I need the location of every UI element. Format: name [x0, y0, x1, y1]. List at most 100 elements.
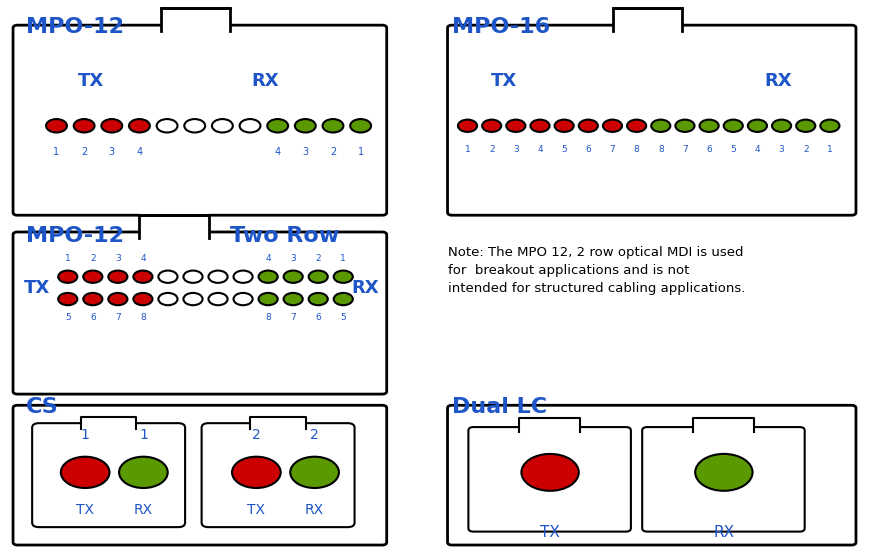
Text: 4: 4: [140, 254, 146, 263]
Text: 7: 7: [609, 145, 615, 154]
Circle shape: [350, 119, 371, 132]
Text: 6: 6: [586, 145, 591, 154]
Text: 1: 1: [465, 145, 470, 154]
Circle shape: [232, 457, 281, 488]
Circle shape: [695, 454, 753, 491]
Text: 6: 6: [706, 145, 712, 154]
Text: TX: TX: [541, 525, 560, 541]
Text: TX: TX: [491, 72, 517, 90]
Text: TX: TX: [24, 279, 50, 297]
Circle shape: [820, 120, 839, 132]
Circle shape: [183, 293, 202, 305]
FancyBboxPatch shape: [448, 25, 856, 215]
Text: 3: 3: [290, 254, 296, 263]
Text: 5: 5: [65, 313, 70, 322]
Circle shape: [58, 293, 77, 305]
Text: Note: The MPO 12, 2 row optical MDI is used
for  breakout applications and is no: Note: The MPO 12, 2 row optical MDI is u…: [448, 246, 745, 295]
Text: 3: 3: [513, 145, 519, 154]
Circle shape: [283, 293, 302, 305]
Circle shape: [700, 120, 719, 132]
Circle shape: [102, 119, 123, 132]
Circle shape: [521, 454, 579, 491]
Circle shape: [322, 119, 343, 132]
FancyBboxPatch shape: [448, 405, 856, 545]
Circle shape: [554, 120, 574, 132]
Circle shape: [334, 271, 353, 283]
Circle shape: [259, 293, 278, 305]
Text: RX: RX: [251, 72, 279, 90]
Text: 7: 7: [115, 313, 121, 322]
Bar: [161, 3, 230, 31]
Circle shape: [83, 293, 103, 305]
Circle shape: [58, 271, 77, 283]
Circle shape: [603, 120, 622, 132]
Text: Two Row: Two Row: [230, 226, 340, 247]
Circle shape: [156, 119, 177, 132]
Circle shape: [651, 120, 670, 132]
Circle shape: [627, 120, 647, 132]
Circle shape: [458, 120, 477, 132]
Circle shape: [234, 271, 253, 283]
Bar: [250, 413, 306, 430]
Circle shape: [158, 271, 177, 283]
Text: 6: 6: [315, 313, 321, 322]
Text: RX: RX: [713, 525, 734, 541]
Circle shape: [158, 293, 177, 305]
Bar: [613, 3, 682, 31]
Text: 4: 4: [275, 147, 281, 157]
Text: MPO-12: MPO-12: [26, 17, 124, 37]
FancyBboxPatch shape: [642, 427, 805, 532]
Text: 3: 3: [302, 147, 308, 157]
Text: 1: 1: [139, 428, 148, 442]
Text: 1: 1: [53, 147, 60, 157]
Text: RX: RX: [764, 72, 792, 90]
Text: 3: 3: [115, 254, 121, 263]
Text: 2: 2: [330, 147, 336, 157]
Text: 2: 2: [803, 145, 808, 154]
Circle shape: [83, 271, 103, 283]
Text: 4: 4: [265, 254, 271, 263]
Circle shape: [507, 120, 526, 132]
Text: 6: 6: [90, 313, 96, 322]
Circle shape: [240, 119, 261, 132]
Bar: [520, 414, 580, 433]
Text: MPO-16: MPO-16: [452, 17, 550, 37]
Circle shape: [133, 271, 152, 283]
Text: Dual LC: Dual LC: [452, 397, 547, 417]
FancyBboxPatch shape: [13, 405, 387, 545]
FancyBboxPatch shape: [13, 25, 387, 215]
Text: 4: 4: [136, 147, 143, 157]
Text: 3: 3: [109, 147, 115, 157]
Text: 1: 1: [81, 428, 90, 442]
Bar: [139, 210, 209, 238]
Circle shape: [334, 293, 353, 305]
Circle shape: [212, 119, 233, 132]
Circle shape: [748, 120, 767, 132]
Text: 1: 1: [65, 254, 70, 263]
Text: CS: CS: [26, 397, 59, 417]
Text: 2: 2: [310, 428, 319, 442]
Circle shape: [530, 120, 549, 132]
Circle shape: [133, 293, 152, 305]
Circle shape: [129, 119, 149, 132]
Text: 2: 2: [489, 145, 494, 154]
Circle shape: [268, 119, 289, 132]
Text: RX: RX: [305, 503, 324, 517]
Circle shape: [109, 271, 128, 283]
Text: 4: 4: [754, 145, 760, 154]
FancyBboxPatch shape: [202, 423, 355, 527]
Text: 1: 1: [827, 145, 833, 154]
Text: 8: 8: [140, 313, 146, 322]
Text: 1: 1: [341, 254, 346, 263]
Text: 3: 3: [779, 145, 785, 154]
Circle shape: [61, 457, 109, 488]
Text: 1: 1: [357, 147, 364, 157]
Circle shape: [295, 119, 315, 132]
FancyBboxPatch shape: [13, 232, 387, 394]
Text: TX: TX: [78, 72, 104, 90]
Text: RX: RX: [134, 503, 153, 517]
Circle shape: [184, 119, 205, 132]
Text: 7: 7: [682, 145, 688, 154]
Text: 5: 5: [341, 313, 346, 322]
Text: 7: 7: [290, 313, 296, 322]
